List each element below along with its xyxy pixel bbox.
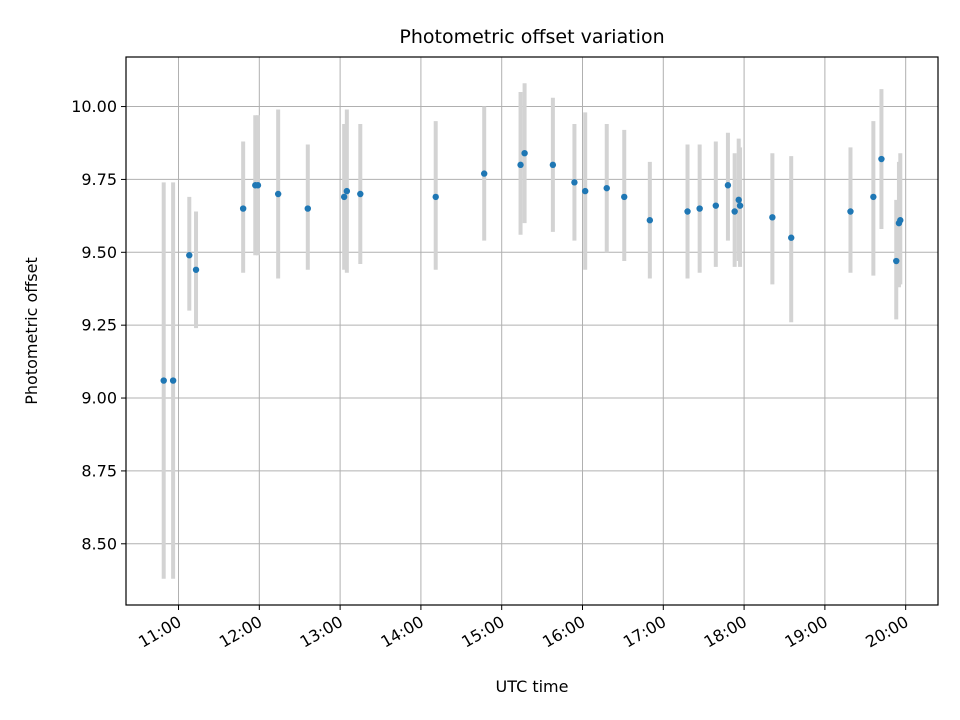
data-point	[571, 179, 578, 186]
data-point	[274, 190, 282, 198]
data-point	[736, 202, 744, 209]
data-point	[340, 193, 348, 201]
data-point	[521, 149, 528, 157]
data-point	[696, 205, 703, 212]
x-axis-label: UTC time	[496, 677, 569, 696]
y-tick-label: 8.50	[81, 534, 117, 553]
data-point	[343, 187, 351, 195]
data-point	[847, 208, 854, 215]
y-tick-label: 8.75	[81, 461, 117, 480]
data-point	[480, 170, 488, 177]
data-point	[304, 205, 311, 212]
data-point	[192, 266, 200, 273]
data-point	[712, 202, 720, 209]
data-point	[549, 161, 557, 169]
y-axis-ticks: 8.50 8.75 9.00 9.25 9.50 9.75 10.00	[71, 97, 126, 553]
data-point	[684, 208, 691, 215]
data-point	[870, 193, 877, 201]
data-point	[788, 234, 795, 241]
data-point	[357, 190, 364, 198]
data-point	[517, 161, 524, 169]
y-tick-label: 9.75	[81, 170, 117, 189]
data-point	[646, 217, 654, 224]
data-point	[621, 193, 628, 201]
data-point	[897, 217, 904, 224]
y-tick-label: 10.00	[71, 97, 117, 116]
data-point	[186, 252, 193, 259]
y-tick-label: 9.25	[81, 316, 117, 335]
data-point	[603, 184, 610, 192]
data-point	[160, 377, 167, 384]
plot-area-frame	[125, 56, 939, 606]
data-point	[581, 187, 589, 195]
data-points	[160, 149, 904, 384]
data-point	[878, 155, 885, 163]
data-point	[239, 205, 247, 212]
y-axis-label: Photometric offset	[22, 257, 41, 405]
y-tick-label: 9.00	[81, 389, 117, 408]
data-point	[893, 257, 900, 265]
data-point	[735, 196, 742, 204]
y-tick-label: 9.50	[81, 243, 117, 262]
data-point	[724, 182, 732, 189]
data-point	[169, 377, 177, 384]
data-point	[731, 208, 738, 215]
data-point	[769, 214, 776, 221]
data-point	[254, 182, 262, 189]
grid-lines	[126, 57, 938, 605]
data-point	[432, 193, 439, 201]
chart-title: Photometric offset variation	[399, 26, 664, 48]
